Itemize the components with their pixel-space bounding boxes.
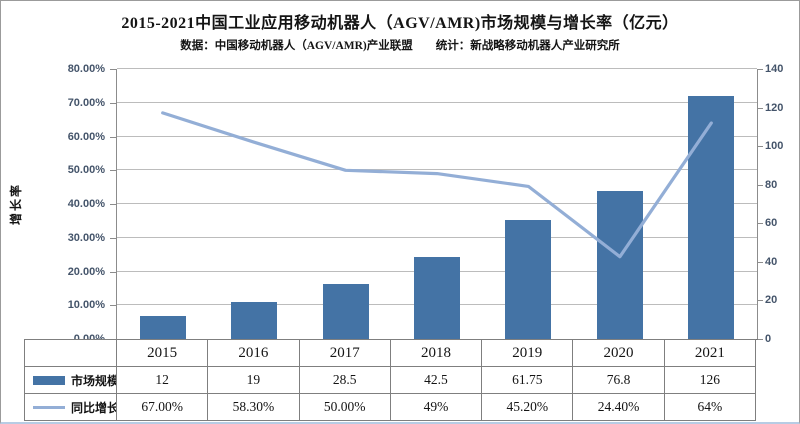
left-axis-tick-label: 80.00% [67,63,105,75]
legend-cell-growth-rate: 同比增长率 [24,393,117,421]
market-size-value-2016: 19 [207,366,300,394]
left-axis-tick-label: 30.00% [67,231,105,244]
growth-rate-value-2020: 24.40% [572,393,665,421]
left-axis-tick-label: 50.00% [67,164,105,177]
right-axis-tick-label: 0 [765,333,772,345]
market-size-value-2018: 42.5 [389,366,483,394]
right-axis-tick [757,107,763,109]
right-axis-tick [757,300,763,302]
growth-rate-value-2015: 67.00% [115,393,209,421]
line-series [161,111,713,259]
gridline [117,169,757,171]
bar-2020 [596,190,643,339]
market-size-swatch-icon [33,375,65,385]
gridline [117,203,757,204]
growth-rate-value-2017: 50.00% [298,393,391,421]
right-axis-tick-label: 140 [765,63,784,75]
chart-title: 2015-2021中国工业应用移动机器人（AGV/AMR)市场规模与增长率（亿元… [121,15,679,32]
year-cell-2015: 2015 [115,339,209,367]
market-size-value-2021: 126 [663,366,757,394]
right-axis-tick-label: 60 [765,217,778,230]
chart-subtitle: 数据：中国移动机器人（AGV/AMR)产业联盟 统计：新战略移动机器人产业研究所 [180,40,620,52]
table-blank-cell [24,339,117,367]
year-cell-2020: 2020 [572,339,665,367]
right-axis-tick-label: 100 [765,140,784,153]
growth-rate-value-2016: 58.30% [207,393,300,421]
left-axis-tick [110,237,116,239]
left-axis-tick-label: 20.00% [67,265,105,278]
left-axis-tick [110,136,116,138]
year-cell-2021: 2021 [663,339,757,367]
gridline [117,101,757,103]
bar-2015 [139,315,186,339]
table-row-growth-rate: 同比增长率 67.00%58.30%50.00%49%45.20%24.40%6… [24,393,757,421]
table-row-years: 2015 2016 2017 2018 2019 2020 2021 [24,339,757,367]
year-cell-2019: 2019 [481,339,574,367]
left-axis-tick-label: 40.00% [67,198,105,210]
bar-2018 [414,257,460,339]
gridline [117,135,757,137]
left-axis-tick [110,69,116,70]
right-axis-tick [757,339,763,340]
bar-2017 [322,284,369,339]
legend-cell-market-size: 市场规模 [24,366,117,394]
market-size-value-2017: 28.5 [298,366,391,394]
year-cell-2018: 2018 [389,339,483,367]
left-axis-tick [110,271,116,273]
right-axis-tick-label: 120 [765,101,784,114]
legend-label-growth-rate: 同比增长率 [71,400,116,415]
growth-rate-value-2021: 64% [663,393,757,421]
left-axis-tick-label: 10.00% [67,299,105,312]
bar-2016 [231,302,278,339]
plot-area [116,68,758,340]
growth-rate-line [161,111,713,259]
right-axis-tick-label: 80 [765,178,778,191]
bar-2021 [688,96,735,339]
year-cell-2017: 2017 [298,339,391,367]
growth-rate-swatch-icon [33,405,65,409]
gridline [117,68,757,69]
legend-label-market-size: 市场规模 [71,373,117,388]
right-axis-tick-label: 20 [765,294,778,307]
right-axis-tick [757,261,763,263]
left-axis-tick-label: 70.00% [67,96,105,109]
left-axis-tick [110,305,116,307]
right-axis-tick [757,146,763,148]
gridline [117,236,757,238]
growth-rate-value-2018: 49% [389,393,483,421]
left-axis-tick [110,170,116,172]
right-axis-tick [757,69,763,70]
market-size-value-2020: 76.8 [572,366,665,394]
right-axis-tick [757,223,763,225]
bar-2019 [505,219,552,339]
left-axis-tick [110,102,116,104]
year-cell-2016: 2016 [207,339,300,367]
market-size-value-2019: 61.75 [481,366,574,394]
market-size-value-2015: 12 [115,366,209,394]
table-row-market-size: 市场规模 12 19 28.5 42.5 61.75 76.8 126 [24,366,757,394]
growth-rate-value-2019: 45.20% [481,393,574,421]
left-axis-tick-label: 60.00% [67,130,105,143]
left-axis-tick [110,204,116,205]
right-axis-tick [757,184,763,186]
right-axis-tick-label: 40 [765,255,778,268]
data-table: 2015 2016 2017 2018 2019 2020 2021 市场规模 12 19 28… [24,339,757,421]
